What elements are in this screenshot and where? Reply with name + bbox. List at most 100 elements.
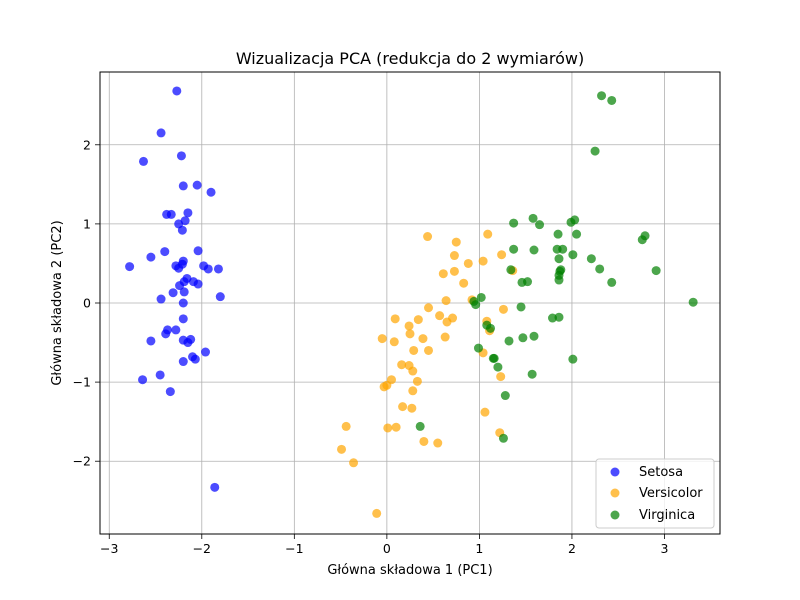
data-point-virginica — [651, 266, 661, 276]
data-point-setosa — [138, 375, 148, 385]
legend: Setosa Versicolor Virginica — [595, 458, 715, 529]
data-point-virginica — [607, 277, 617, 287]
data-point-versicolor — [433, 438, 443, 448]
data-point-virginica — [553, 229, 563, 239]
data-point-versicolor — [377, 334, 387, 344]
data-point-virginica — [607, 95, 617, 105]
data-point-virginica — [640, 231, 650, 241]
chart-title: Wizualizacja PCA (redukcja do 2 wymiarów… — [236, 49, 584, 68]
data-point-virginica — [504, 336, 514, 346]
data-point-virginica — [486, 323, 496, 333]
data-point-versicolor — [341, 421, 351, 431]
data-point-virginica — [554, 254, 564, 264]
data-point-setosa — [200, 347, 210, 357]
data-point-versicolor — [337, 444, 347, 454]
data-point-virginica — [572, 229, 582, 239]
data-point-versicolor — [424, 345, 434, 355]
data-point-setosa — [156, 294, 166, 304]
data-point-versicolor — [441, 296, 451, 306]
data-points — [125, 86, 698, 518]
data-point-setosa — [178, 357, 188, 367]
x-axis-label: Główna składowa 1 (PC1) — [327, 563, 492, 578]
data-point-virginica — [597, 91, 607, 101]
data-point-setosa — [174, 263, 184, 273]
data-point-versicolor — [435, 311, 445, 321]
data-point-versicolor — [483, 229, 493, 239]
data-point-versicolor — [423, 232, 433, 242]
data-point-virginica — [554, 270, 564, 280]
data-point-versicolor — [463, 258, 473, 268]
data-point-versicolor — [372, 508, 382, 518]
legend-marker-setosa — [610, 467, 620, 477]
data-point-virginica — [590, 146, 600, 156]
data-point-versicolor — [440, 332, 450, 342]
data-point-virginica — [570, 215, 580, 225]
data-point-versicolor — [391, 422, 401, 432]
y-tick-label: −1 — [73, 375, 91, 390]
x-tick-label: −1 — [285, 541, 303, 556]
grid — [100, 72, 720, 534]
data-point-versicolor — [459, 278, 469, 288]
data-point-setosa — [210, 482, 220, 492]
data-point-versicolor — [409, 345, 419, 355]
legend-marker-versicolor — [610, 488, 620, 498]
data-point-setosa — [206, 187, 216, 197]
data-point-virginica — [476, 292, 486, 302]
data-point-versicolor — [404, 321, 414, 331]
data-point-versicolor — [412, 376, 422, 386]
data-point-versicolor — [451, 237, 461, 247]
data-point-setosa — [171, 325, 181, 335]
data-point-virginica — [498, 433, 508, 443]
y-tick-label: 1 — [83, 216, 91, 231]
data-point-versicolor — [408, 366, 418, 376]
data-point-virginica — [516, 302, 526, 312]
data-point-setosa — [155, 370, 165, 380]
data-point-setosa — [156, 128, 166, 138]
legend-label-virginica: Virginica — [639, 508, 695, 523]
data-point-versicolor — [478, 256, 488, 266]
axis-ticks: −3 −2 −1 0 1 2 3 −2 −1 0 1 2 — [73, 137, 669, 556]
data-point-versicolor — [390, 314, 400, 324]
x-tick-label: −2 — [193, 541, 211, 556]
data-point-versicolor — [418, 334, 428, 344]
data-point-versicolor — [389, 337, 399, 347]
data-point-setosa — [125, 262, 135, 272]
data-point-versicolor — [449, 251, 459, 261]
x-tick-label: −3 — [100, 541, 118, 556]
data-point-versicolor — [449, 266, 459, 276]
data-point-versicolor — [383, 423, 393, 433]
data-point-versicolor — [498, 304, 508, 314]
data-point-setosa — [165, 387, 175, 397]
data-point-versicolor — [419, 436, 429, 446]
data-point-virginica — [415, 421, 425, 431]
data-point-versicolor — [408, 386, 418, 396]
data-point-virginica — [568, 354, 578, 364]
data-point-virginica — [518, 333, 528, 343]
x-tick-label: 1 — [475, 541, 483, 556]
data-point-virginica — [488, 353, 498, 363]
legend-label-setosa: Setosa — [639, 465, 683, 480]
data-point-setosa — [176, 151, 186, 161]
x-tick-label: 3 — [661, 541, 669, 556]
y-tick-label: 2 — [83, 137, 91, 152]
data-point-versicolor — [349, 458, 359, 468]
data-point-setosa — [190, 354, 200, 364]
data-point-versicolor — [398, 402, 408, 412]
data-point-virginica — [554, 312, 564, 322]
data-point-virginica — [595, 264, 605, 274]
data-point-setosa — [193, 246, 203, 256]
data-point-virginica — [558, 244, 568, 254]
data-point-setosa — [175, 281, 185, 291]
data-point-virginica — [473, 343, 483, 353]
x-tick-label: 0 — [383, 541, 391, 556]
data-point-versicolor — [424, 303, 434, 313]
data-point-setosa — [172, 86, 182, 96]
data-point-setosa — [166, 209, 176, 219]
data-point-setosa — [160, 247, 170, 257]
data-point-setosa — [177, 225, 187, 235]
data-point-virginica — [529, 331, 539, 341]
y-tick-label: 0 — [83, 296, 91, 311]
data-point-virginica — [493, 362, 503, 372]
data-point-virginica — [586, 254, 596, 264]
